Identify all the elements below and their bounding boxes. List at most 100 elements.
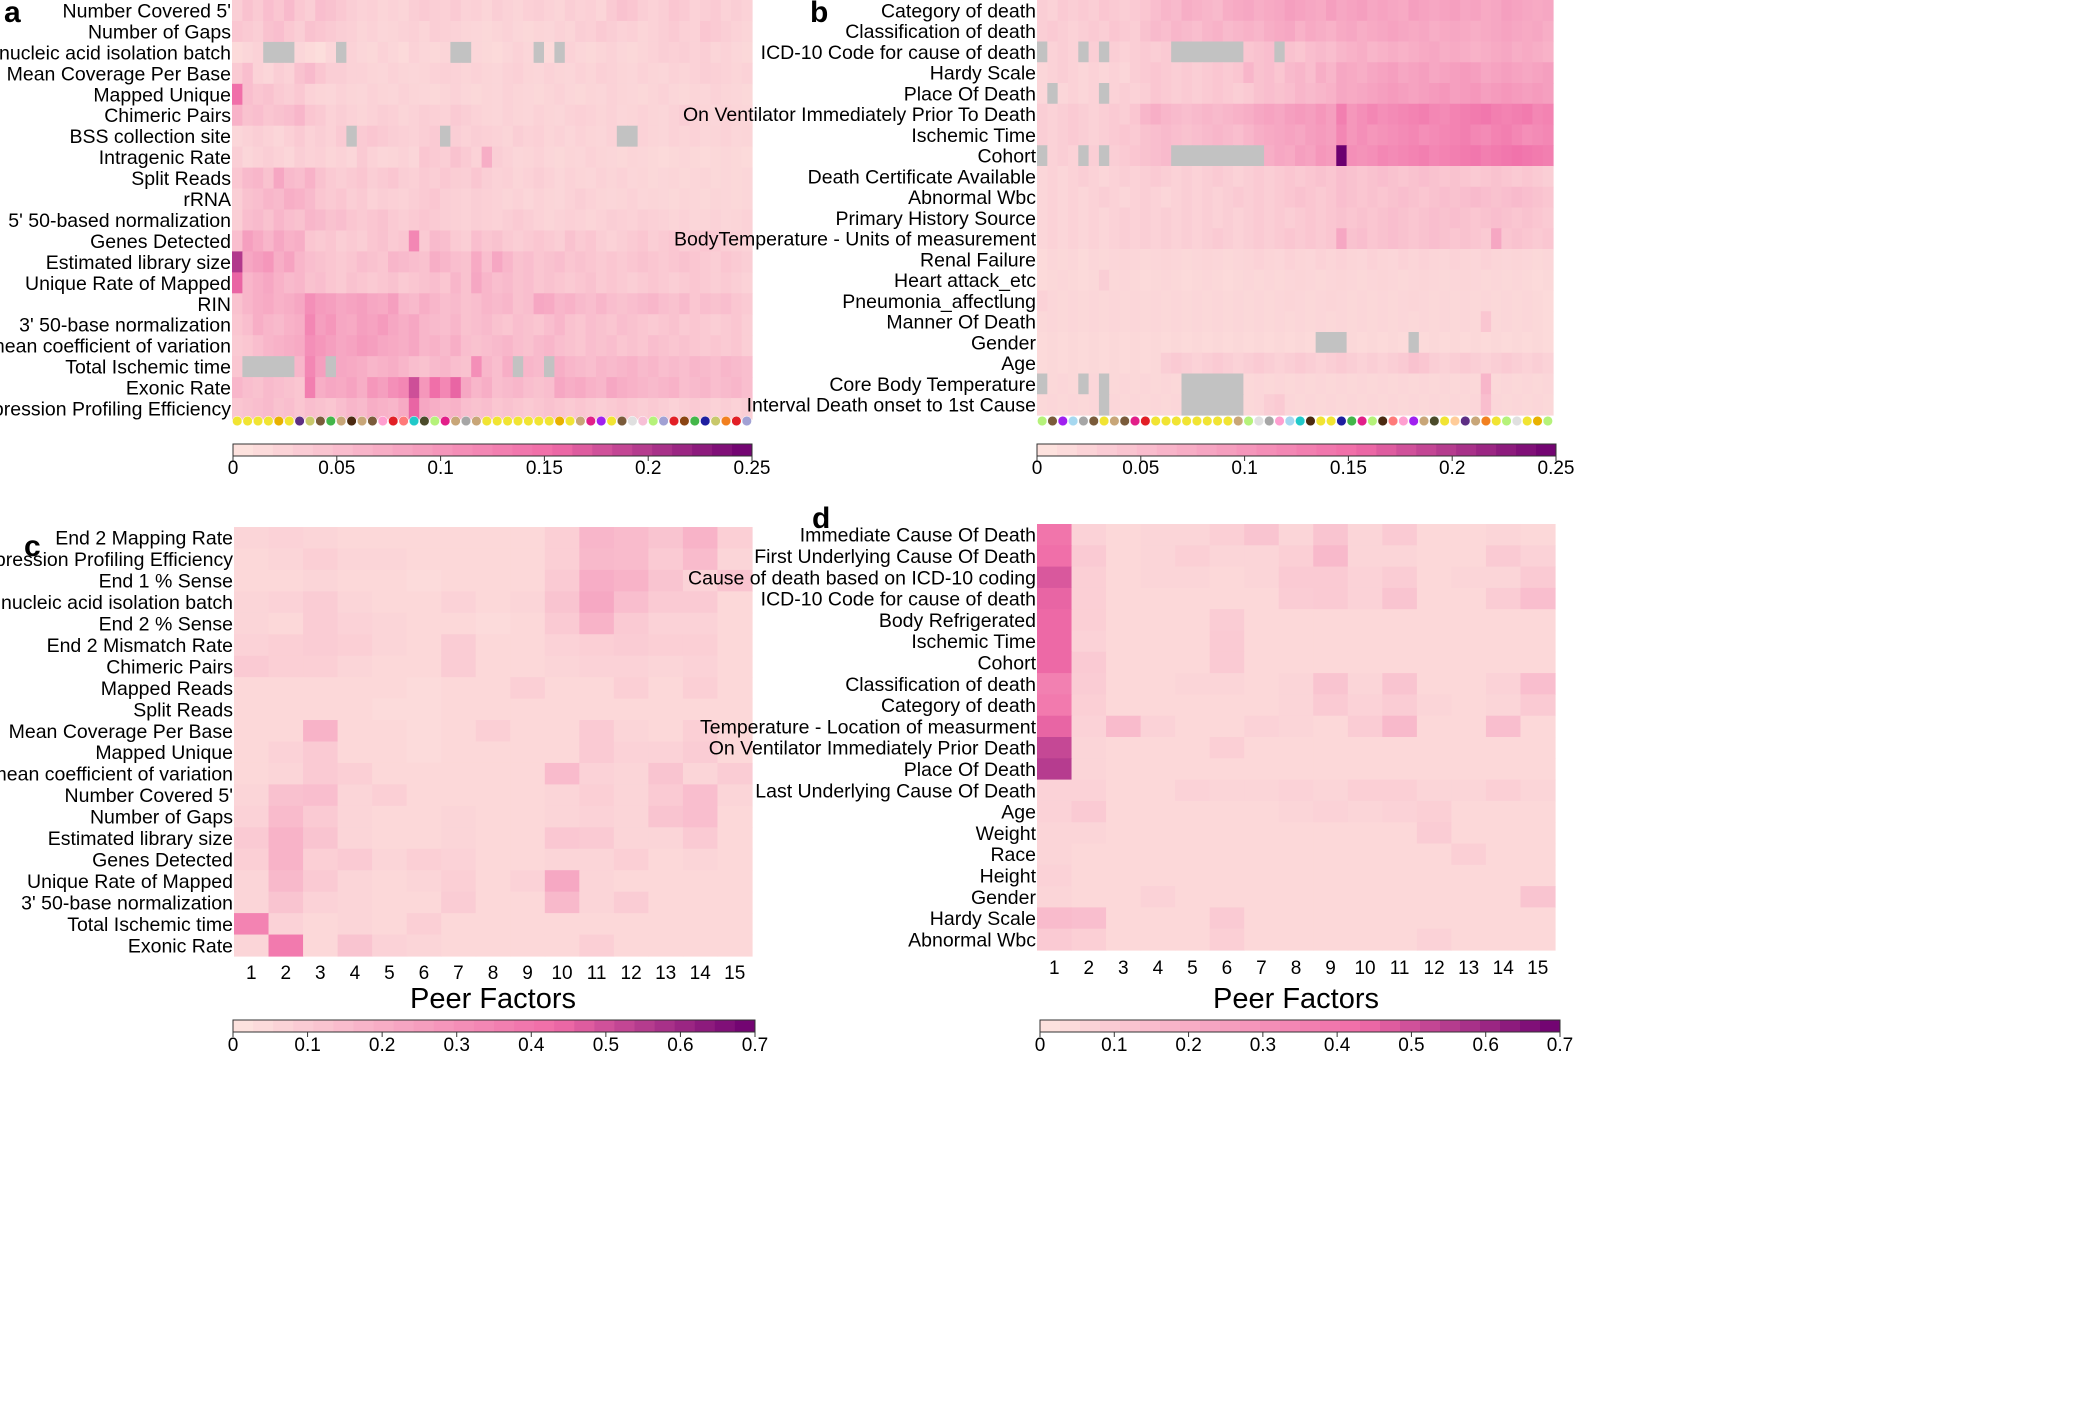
heatmap-cell bbox=[315, 356, 327, 378]
heatmap-cell bbox=[544, 698, 580, 721]
heatmap-cell bbox=[388, 62, 399, 85]
colorbar-segment bbox=[1076, 444, 1098, 456]
heatmap-cell bbox=[475, 827, 511, 850]
column-dot bbox=[1191, 415, 1203, 427]
heatmap-cell bbox=[658, 104, 670, 127]
heatmap-cell bbox=[606, 209, 618, 232]
heatmap-cell bbox=[252, 251, 264, 273]
column-dot bbox=[1233, 415, 1244, 427]
heatmap-cell bbox=[554, 314, 566, 336]
heatmap-cell bbox=[252, 41, 264, 64]
heatmap-cell bbox=[741, 209, 753, 232]
colorbar-segment bbox=[1380, 1020, 1401, 1032]
column-dot bbox=[1315, 415, 1326, 427]
heatmap-cell bbox=[648, 848, 684, 871]
column-dot bbox=[263, 415, 274, 427]
heatmap-cell bbox=[1253, 124, 1265, 146]
heatmap-cell bbox=[1356, 41, 1368, 63]
row-label: Estimated library size bbox=[48, 828, 233, 850]
colorbar-segment bbox=[313, 1020, 334, 1032]
heatmap-cell bbox=[377, 125, 389, 148]
heatmap-cell bbox=[1233, 207, 1244, 229]
heatmap-cell bbox=[1244, 758, 1280, 781]
heatmap-cell bbox=[1140, 269, 1152, 292]
heatmap-cell bbox=[1408, 228, 1420, 250]
heatmap-cell bbox=[596, 20, 607, 43]
heatmap-cell bbox=[741, 188, 753, 211]
heatmap-cell bbox=[1278, 587, 1314, 610]
heatmap-cell bbox=[408, 251, 420, 273]
colorbar-segment bbox=[452, 444, 474, 456]
heatmap-cell bbox=[1347, 886, 1383, 908]
heatmap-cell bbox=[1501, 41, 1513, 63]
heatmap-cell bbox=[689, 314, 701, 336]
heatmap-cell bbox=[268, 612, 304, 635]
heatmap-cell bbox=[367, 230, 379, 252]
heatmap-cell bbox=[1451, 737, 1487, 759]
heatmap-cell bbox=[585, 293, 597, 315]
heatmap-cell bbox=[554, 20, 566, 43]
heatmap-cell bbox=[1243, 124, 1255, 146]
heatmap-cell bbox=[1511, 290, 1523, 312]
heatmap-cell bbox=[523, 20, 535, 43]
heatmap-cell bbox=[304, 398, 316, 420]
heatmap-cell bbox=[1129, 145, 1141, 167]
heatmap-cell bbox=[637, 41, 649, 64]
heatmap-cell bbox=[596, 0, 607, 22]
heatmap-cell bbox=[720, 125, 732, 148]
row-label: Renal Failure bbox=[920, 249, 1036, 271]
heatmap-cell bbox=[1160, 103, 1172, 126]
heatmap-cell bbox=[689, 272, 701, 294]
heatmap-cell bbox=[475, 805, 511, 828]
heatmap-cell bbox=[1047, 269, 1059, 292]
heatmap-cell bbox=[1057, 269, 1069, 292]
heatmap-cell bbox=[585, 272, 597, 294]
heatmap-cell bbox=[1491, 62, 1502, 84]
heatmap-cell bbox=[1119, 145, 1131, 167]
heatmap-cell bbox=[544, 934, 580, 957]
heatmap-cell bbox=[1480, 249, 1492, 271]
heatmap-cell bbox=[1305, 290, 1317, 312]
heatmap-cell bbox=[398, 167, 410, 190]
heatmap-cell bbox=[346, 230, 358, 252]
heatmap-cell bbox=[502, 188, 514, 211]
heatmap-cell bbox=[1037, 758, 1073, 781]
heatmap-cell bbox=[710, 41, 722, 64]
column-dot bbox=[232, 415, 243, 427]
heatmap-cell bbox=[337, 848, 373, 871]
heatmap-cell bbox=[585, 83, 597, 106]
heatmap-cell bbox=[268, 891, 304, 914]
heatmap-cell bbox=[1047, 311, 1059, 333]
colorbar-segment bbox=[353, 1020, 375, 1032]
heatmap-cell bbox=[616, 104, 628, 127]
heatmap-cell bbox=[717, 805, 753, 828]
heatmap-cell bbox=[533, 0, 545, 22]
heatmap-cell bbox=[523, 0, 535, 22]
heatmap-cell bbox=[1418, 62, 1430, 84]
heatmap-cell bbox=[440, 377, 451, 399]
heatmap-cell bbox=[1305, 0, 1317, 22]
heatmap-cell bbox=[471, 293, 483, 315]
heatmap-cell bbox=[648, 251, 659, 273]
colorbar-segment bbox=[272, 444, 294, 456]
heatmap-cell bbox=[1264, 228, 1275, 250]
heatmap-cell bbox=[689, 398, 701, 420]
heatmap-cell bbox=[741, 62, 753, 85]
heatmap-cell bbox=[1181, 124, 1193, 146]
heatmap-cell bbox=[346, 272, 358, 294]
heatmap-cell bbox=[481, 62, 493, 85]
heatmap-cell bbox=[284, 398, 295, 420]
heatmap-cell bbox=[554, 230, 566, 252]
heatmap-cell bbox=[1244, 630, 1280, 653]
heatmap-cell bbox=[234, 527, 270, 550]
heatmap-cell bbox=[606, 230, 618, 252]
heatmap-cell bbox=[720, 146, 732, 169]
heatmap-cell bbox=[1460, 290, 1472, 312]
heatmap-cell bbox=[406, 741, 442, 764]
heatmap-cell bbox=[1382, 673, 1418, 695]
heatmap-cell bbox=[242, 188, 254, 211]
heatmap-cell bbox=[554, 188, 566, 211]
heatmap-cell bbox=[1416, 673, 1452, 695]
heatmap-cell bbox=[554, 0, 566, 22]
heatmap-cell bbox=[336, 83, 347, 106]
